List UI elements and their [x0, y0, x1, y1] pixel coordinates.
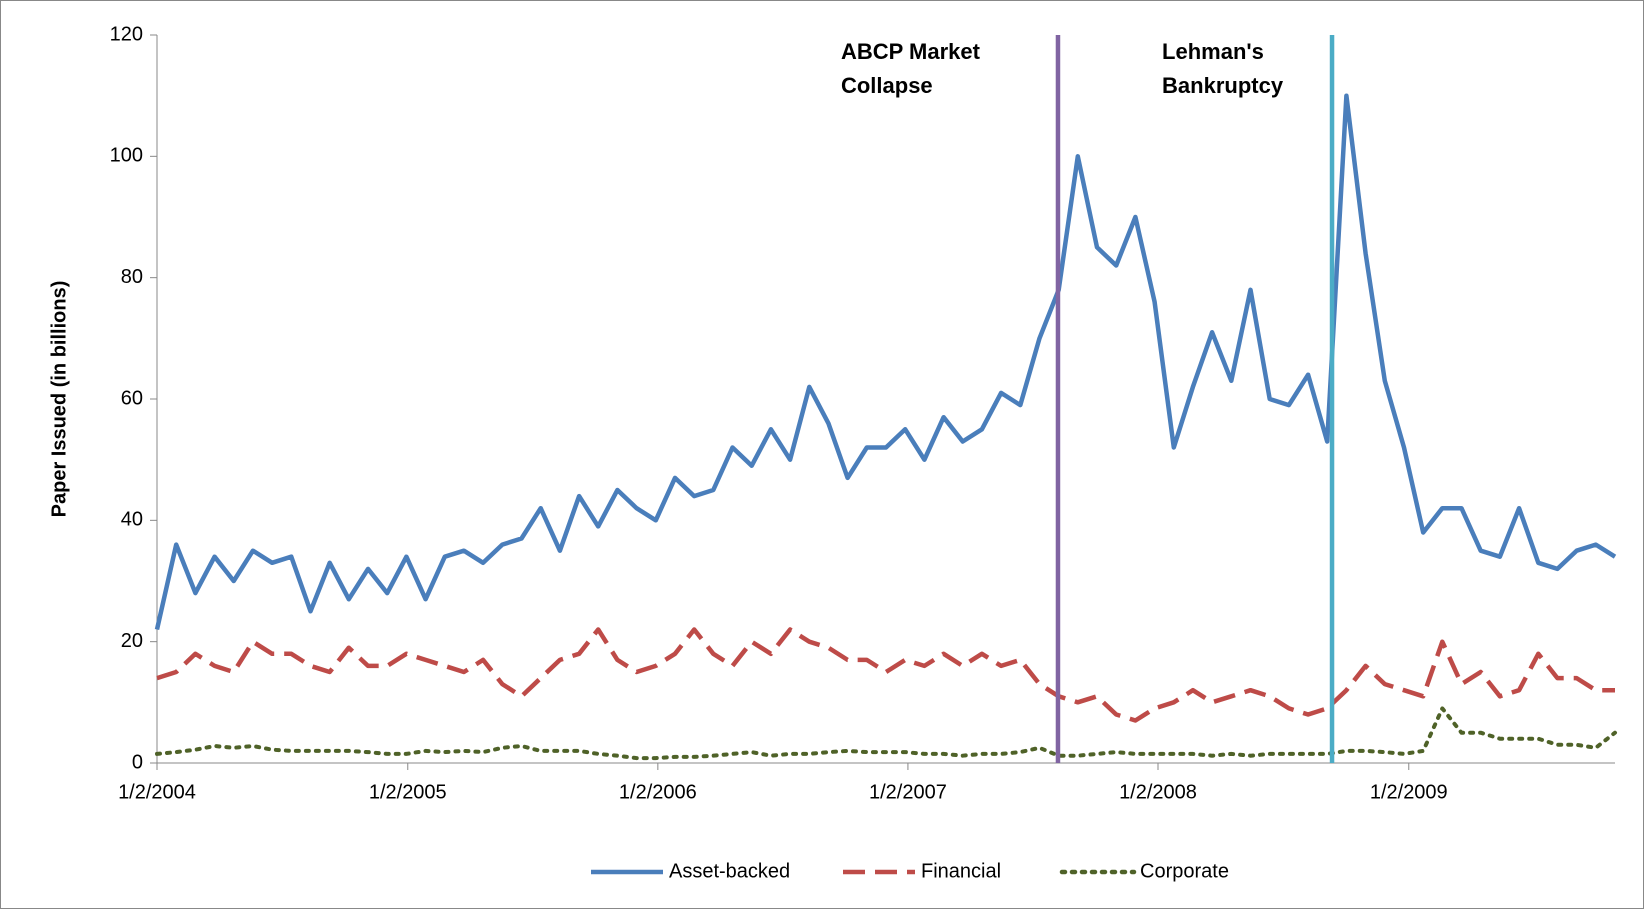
- event-label: Collapse: [841, 73, 933, 98]
- event-label: ABCP Market: [841, 39, 981, 64]
- legend-label: Corporate: [1140, 860, 1229, 882]
- x-tick-label: 1/2/2009: [1370, 781, 1448, 803]
- series-line: [156, 627, 1615, 723]
- y-tick-label: 20: [121, 630, 143, 652]
- series-line: [154, 93, 1617, 630]
- x-tick-label: 1/2/2004: [118, 781, 196, 803]
- event-label: Lehman's: [1162, 39, 1264, 64]
- y-tick-label: 80: [121, 266, 143, 288]
- y-tick-label: 120: [110, 23, 143, 45]
- legend-label: Financial: [921, 860, 1001, 882]
- x-tick-label: 1/2/2005: [369, 781, 447, 803]
- y-tick-label: 100: [110, 145, 143, 167]
- x-tick-label: 1/2/2008: [1119, 781, 1197, 803]
- x-tick-label: 1/2/2007: [869, 781, 947, 803]
- y-tick-label: 40: [121, 509, 143, 531]
- series-line: [155, 706, 1617, 761]
- y-tick-label: 0: [132, 751, 143, 773]
- x-tick-label: 1/2/2006: [619, 781, 697, 803]
- event-label: Bankruptcy: [1162, 73, 1284, 98]
- y-tick-label: 60: [121, 387, 143, 409]
- y-axis-label: Paper Issued (in billions): [48, 281, 70, 518]
- legend-label: Asset-backed: [669, 860, 790, 882]
